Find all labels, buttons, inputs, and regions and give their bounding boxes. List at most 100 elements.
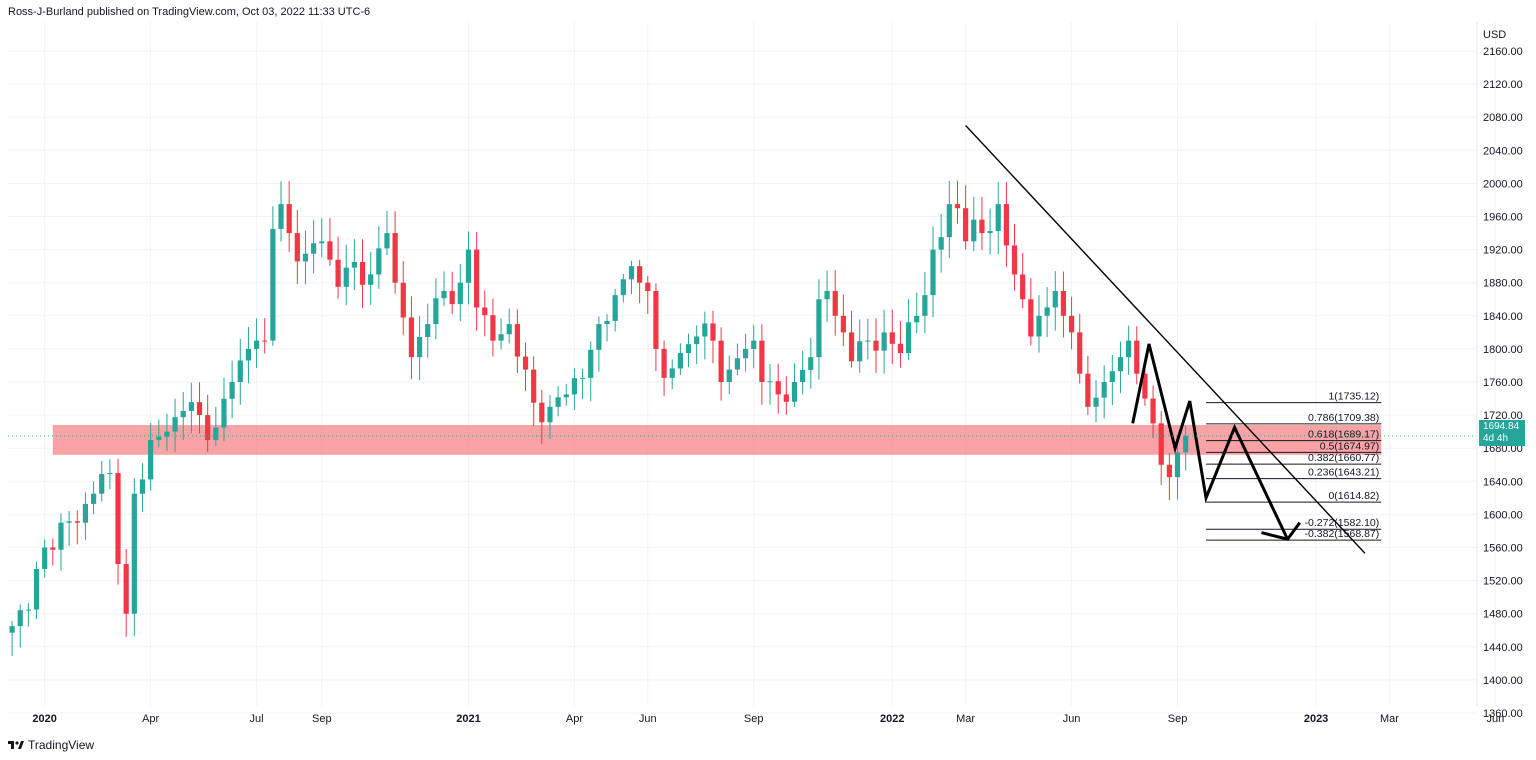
candle-body <box>115 473 121 565</box>
candle-body <box>718 340 724 382</box>
y-tick-label: 1600.00 <box>1483 509 1523 521</box>
time-axis[interactable]: 2020 Apr Jul Sep 2021 Apr Jun Sep 2022 Mar Jun Sep 2… <box>32 713 1504 725</box>
candle-body <box>180 410 186 418</box>
candle-body <box>156 436 162 440</box>
candle-body <box>979 219 985 234</box>
candle-body <box>905 322 912 354</box>
candle-body <box>514 324 520 357</box>
candle-body <box>848 332 855 362</box>
candle-body <box>351 262 357 268</box>
last-price-tag: 1694.84 4d 4h <box>1479 420 1525 446</box>
candle-body <box>1036 315 1042 337</box>
candle-body <box>294 233 300 262</box>
candle-body <box>384 233 390 249</box>
candle-body <box>449 290 455 305</box>
candle-body <box>286 204 292 234</box>
candle-body <box>808 357 814 370</box>
x-tick-label: 2020 <box>32 713 56 725</box>
candle-body <box>123 564 129 614</box>
candle-body <box>857 341 863 362</box>
fib-level-label: 0(1614.82) <box>1328 490 1379 502</box>
candle-body <box>547 406 553 423</box>
x-tick-label: Sep <box>312 713 332 725</box>
candle-body <box>1158 423 1164 465</box>
tradingview-logo-icon <box>8 741 24 749</box>
candle-body <box>653 290 659 349</box>
tradingview-logo[interactable]: TradingView <box>8 738 94 752</box>
candle-body <box>50 547 56 550</box>
x-tick-label: Apr <box>566 713 583 725</box>
candle-body <box>99 474 105 494</box>
candle-body <box>963 208 969 242</box>
candle-body <box>881 332 887 351</box>
candle-body <box>1077 332 1083 374</box>
candle-body <box>987 231 993 234</box>
publisher-caption: Ross-J-Burland published on TradingView.… <box>8 6 371 18</box>
x-tick-label: Apr <box>142 713 159 725</box>
fib-retracement[interactable]: 1(1735.12)0.786(1709.38)0.618(1689.17)0.… <box>1206 391 1382 541</box>
candle-body <box>221 398 227 428</box>
y-tick-label: 1680.00 <box>1483 443 1523 455</box>
candle-body <box>42 547 48 570</box>
price-axis[interactable]: USD 1360.00 1400.00 1440.00 1480.00 1520.00 1… <box>1483 29 1523 720</box>
candle-body <box>229 382 235 399</box>
candle-body <box>213 427 219 441</box>
candle-body <box>759 340 765 382</box>
candle-body <box>319 241 325 244</box>
candle-body <box>376 248 382 275</box>
y-tick-label: 1560.00 <box>1483 543 1523 555</box>
candle-body <box>873 340 879 351</box>
y-tick-label: 1960.00 <box>1483 212 1523 224</box>
candle-body <box>498 334 504 341</box>
candle-body <box>425 324 431 338</box>
y-tick-label: 2040.00 <box>1483 145 1523 157</box>
candle-body <box>17 610 23 627</box>
y-tick-label: 2120.00 <box>1483 79 1523 91</box>
candle-body <box>710 323 716 341</box>
candle-body <box>645 282 651 291</box>
candle-body <box>457 282 463 305</box>
candle-body <box>400 282 406 318</box>
downtrend-line[interactable] <box>965 124 1366 554</box>
x-tick-label: 2021 <box>456 713 480 725</box>
y-tick-label: 1920.00 <box>1483 245 1523 257</box>
x-tick-label: Jun <box>1063 713 1081 725</box>
projection-path[interactable] <box>1131 343 1289 540</box>
candle-body <box>971 219 977 242</box>
candle-body <box>1150 398 1156 424</box>
candle-body <box>25 609 31 611</box>
candle-body <box>889 332 895 344</box>
fib-level-label: 0.236(1643.21) <box>1308 467 1379 479</box>
candle-body <box>131 493 137 614</box>
x-tick-label: 2022 <box>880 713 904 725</box>
x-tick-label: Sep <box>744 713 764 725</box>
candle-body <box>1126 340 1132 358</box>
fib-level-label: 0.5(1674.97) <box>1320 440 1380 452</box>
candle-body <box>1085 373 1091 407</box>
candle-body <box>278 204 284 229</box>
candle-body <box>628 266 635 280</box>
candle-body <box>335 259 341 287</box>
candle-body <box>694 336 700 345</box>
candle-body <box>726 369 732 382</box>
candle-body <box>531 369 537 403</box>
candle-body <box>702 323 708 337</box>
x-tick-label: Jun <box>639 713 657 725</box>
fib-level-label: -0.272(1582.10) <box>1305 517 1380 529</box>
fib-level-label: 1(1735.12) <box>1328 391 1379 403</box>
y-tick-label: 1360.00 <box>1483 708 1523 720</box>
currency-label: USD <box>1483 29 1506 41</box>
candle-body <box>588 349 594 378</box>
candle-body <box>82 503 89 523</box>
candle-body <box>408 317 415 358</box>
candle-body <box>90 493 97 504</box>
candle-body <box>416 337 423 358</box>
candle-body <box>270 228 276 341</box>
candle-body <box>302 253 309 262</box>
candle-body <box>66 521 72 523</box>
candle-body <box>751 340 757 349</box>
candle-body <box>164 431 170 437</box>
candle-body <box>897 343 904 354</box>
candle-body <box>800 369 806 382</box>
